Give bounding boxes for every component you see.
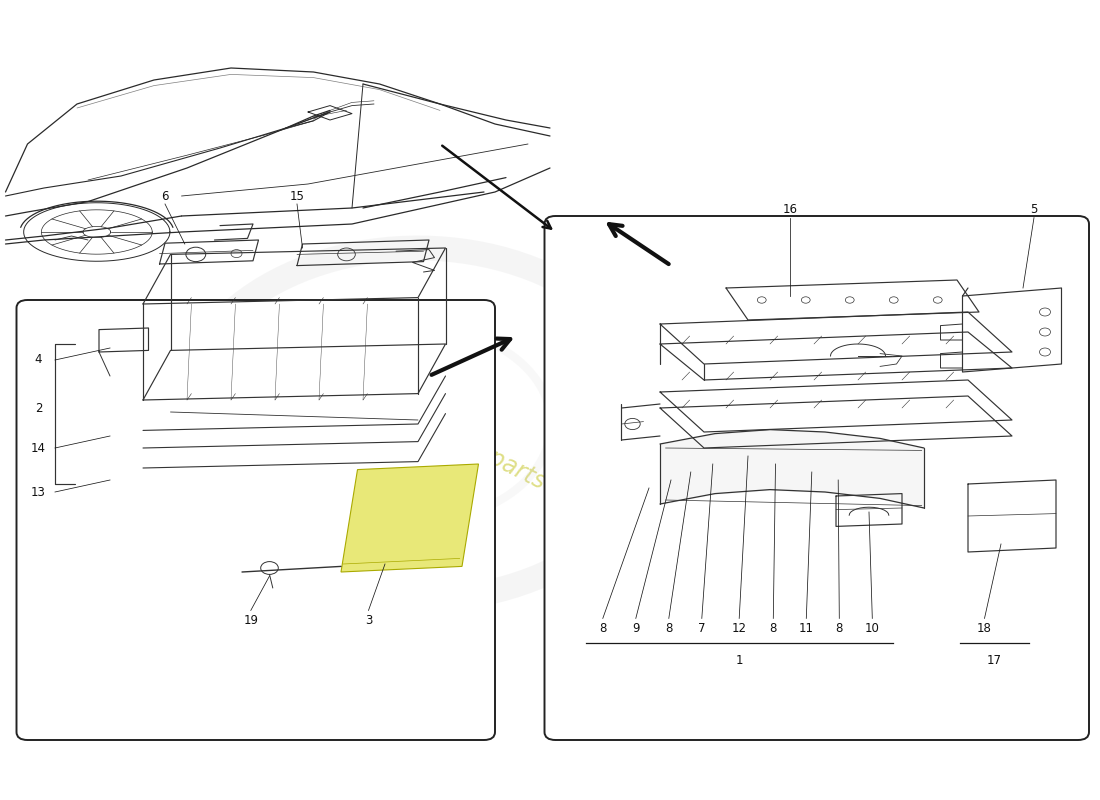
Text: 12: 12: [732, 622, 747, 634]
Polygon shape: [341, 464, 478, 572]
Text: 7: 7: [698, 622, 705, 634]
Text: 17: 17: [987, 654, 1002, 666]
Text: 9: 9: [632, 622, 639, 634]
Text: 8: 8: [600, 622, 606, 634]
Text: 8: 8: [770, 622, 777, 634]
Text: 16: 16: [782, 203, 797, 216]
FancyBboxPatch shape: [544, 216, 1089, 740]
Text: 6: 6: [162, 190, 168, 202]
Text: 2: 2: [35, 402, 42, 414]
Text: 15: 15: [289, 190, 305, 202]
Text: 18: 18: [977, 622, 992, 634]
Text: 8: 8: [666, 622, 672, 634]
Text: 5: 5: [1031, 203, 1037, 216]
Text: a passion for parts since 1985: a passion for parts since 1985: [342, 372, 670, 556]
Text: 8: 8: [836, 622, 843, 634]
Text: 13: 13: [31, 486, 46, 498]
Text: 11: 11: [799, 622, 814, 634]
FancyBboxPatch shape: [16, 300, 495, 740]
Text: 1: 1: [736, 654, 744, 666]
Text: 3: 3: [365, 614, 372, 626]
Text: 19: 19: [243, 614, 258, 626]
Text: 14: 14: [31, 442, 46, 454]
Text: 4: 4: [35, 354, 42, 366]
Text: 10: 10: [865, 622, 880, 634]
